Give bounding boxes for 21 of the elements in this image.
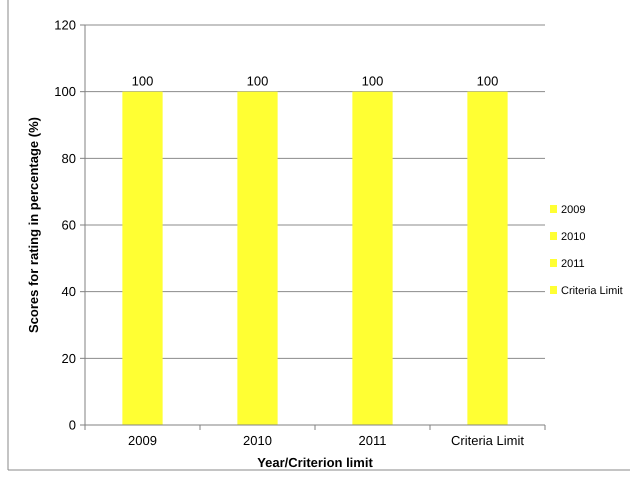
y-tick-label: 40 [62, 284, 76, 300]
data-label: 100 [132, 74, 154, 89]
y-tick-label: 60 [62, 218, 76, 233]
y-tick-label: 120 [54, 18, 76, 33]
data-label: 100 [246, 74, 268, 89]
y-tick-label: 20 [62, 350, 76, 366]
data-label: 100 [476, 74, 498, 89]
y-axis-title: Scores for rating in percentage (%) [26, 117, 41, 333]
data-label: 100 [362, 74, 384, 89]
legend-label: 2009 [561, 204, 586, 216]
y-tick-label: 80 [62, 150, 76, 166]
x-tick-label: Criteria Limit [451, 433, 524, 448]
x-axis-title: Year/Criterion limit [257, 455, 374, 470]
y-tick-label: 100 [54, 84, 76, 100]
x-tick-label: 2009 [128, 433, 157, 448]
legend-label: 2010 [561, 230, 586, 243]
legend-label: 2011 [561, 258, 585, 270]
x-tick-label: 2011 [358, 433, 386, 448]
y-tick-label: 0 [68, 418, 76, 433]
legend-label: Criteria Limit [561, 284, 623, 297]
x-tick-label: 2010 [243, 433, 272, 448]
